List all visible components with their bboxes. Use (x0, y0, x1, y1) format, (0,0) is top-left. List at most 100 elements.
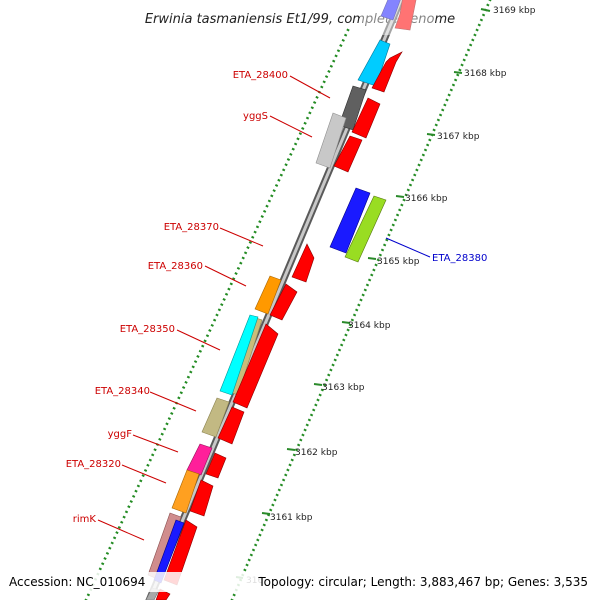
ruler-label: 3167 kbp (437, 132, 480, 142)
ruler-tick (286, 448, 296, 451)
tick-mark (332, 59, 336, 63)
gene-arrow[interactable] (329, 187, 371, 254)
tick-mark (256, 538, 260, 542)
gene-label[interactable]: ETA_28370 (164, 222, 219, 233)
ruler-label: 3168 kbp (464, 69, 507, 79)
outer-track-genes (329, 187, 387, 263)
tick-mark (275, 493, 279, 497)
tick-mark (305, 423, 309, 427)
ruler-tick (453, 71, 463, 74)
tick-mark (271, 503, 275, 507)
tick-mark (348, 323, 352, 327)
accession-text: Accession: NC_010694 (9, 575, 145, 589)
gene-label[interactable]: ETA_28360 (148, 261, 203, 272)
gene-arrow[interactable] (269, 283, 298, 321)
tick-mark (193, 360, 198, 364)
tick-mark (331, 363, 335, 367)
tick-mark (488, 0, 492, 2)
gene-arrow[interactable] (291, 243, 315, 283)
gene-arrow[interactable] (219, 314, 259, 396)
gene-arrow[interactable] (254, 275, 282, 315)
gene-label[interactable]: ETA_28340 (95, 386, 150, 397)
tick-mark (341, 38, 345, 42)
gene-label[interactable]: ETA_28320 (66, 459, 121, 470)
tick-mark (120, 520, 124, 524)
tick-mark (365, 283, 370, 287)
gene-arrow[interactable] (217, 406, 245, 445)
ruler-tick (426, 133, 436, 136)
tick-mark (298, 132, 303, 136)
tick-mark (449, 88, 453, 92)
tick-mark (232, 277, 236, 281)
tick-mark (153, 448, 157, 452)
ruler-label: 3165 kbp (377, 257, 420, 267)
tick-mark (269, 508, 273, 512)
tick-mark (315, 95, 319, 99)
tick-mark (370, 273, 374, 277)
gene-label[interactable]: ETA_28350 (120, 324, 175, 335)
tick-mark (343, 33, 348, 37)
gene-arrow[interactable] (205, 452, 227, 479)
tick-mark (479, 18, 484, 22)
tick-mark (473, 33, 477, 37)
footer-band (0, 572, 600, 592)
tick-mark (318, 393, 322, 397)
tick-mark (165, 422, 169, 426)
tick-mark (284, 163, 288, 167)
gene-arrow[interactable] (201, 397, 230, 438)
tick-mark (320, 85, 324, 89)
gene-arrow[interactable] (232, 323, 279, 409)
gene-arrow[interactable] (351, 97, 381, 139)
gene-arrow[interactable] (189, 479, 214, 517)
gene-arrow[interactable] (333, 135, 363, 173)
tick-mark (339, 44, 343, 48)
tick-mark (475, 28, 479, 32)
gene-arrow[interactable] (171, 469, 200, 514)
tick-mark (172, 406, 176, 410)
gene-arrow[interactable] (315, 112, 347, 169)
gene-arrow[interactable] (371, 51, 403, 93)
tick-mark (279, 483, 284, 487)
tick-mark (395, 213, 400, 217)
tick-mark (428, 138, 432, 142)
gene-label[interactable]: rimK (73, 514, 97, 525)
gene-label[interactable]: ETA_28400 (233, 70, 288, 81)
gene-arrow[interactable] (380, 0, 404, 21)
tick-mark (146, 463, 150, 467)
gene-arrow[interactable] (186, 443, 213, 476)
gene-arrow[interactable] (344, 195, 387, 263)
tick-mark (359, 298, 363, 302)
tick-mark (292, 453, 296, 457)
tick-mark (274, 183, 279, 187)
tick-mark (270, 194, 274, 198)
tick-mark (136, 484, 141, 488)
tick-mark (260, 215, 264, 219)
tick-mark (170, 411, 174, 415)
tick-mark (406, 188, 410, 192)
gene-label[interactable]: ETA_28380 (432, 253, 487, 264)
tick-mark (203, 339, 207, 343)
tick-mark (312, 408, 316, 412)
tick-mark (277, 178, 281, 182)
gene-label[interactable]: yggS (243, 111, 268, 122)
map-title: Erwinia tasmaniensis Et1/99, complete ge… (145, 12, 455, 27)
tick-mark (469, 43, 473, 47)
ruler-tick (341, 321, 351, 324)
tick-mark (481, 13, 486, 17)
tick-mark (293, 142, 298, 146)
tick-mark (464, 53, 468, 57)
tick-mark (391, 223, 395, 227)
gene-arrow[interactable] (394, 0, 418, 31)
gene-label[interactable]: yggF (108, 429, 133, 440)
tick-mark (222, 297, 226, 301)
tick-mark (320, 388, 324, 392)
tick-mark (217, 308, 222, 312)
tick-mark (277, 488, 281, 492)
tick-mark (98, 567, 102, 571)
ruler-tick (395, 195, 405, 198)
tick-mark (110, 541, 114, 545)
tick-mark (229, 282, 233, 286)
tick-mark (86, 593, 91, 597)
tick-mark (246, 246, 250, 250)
